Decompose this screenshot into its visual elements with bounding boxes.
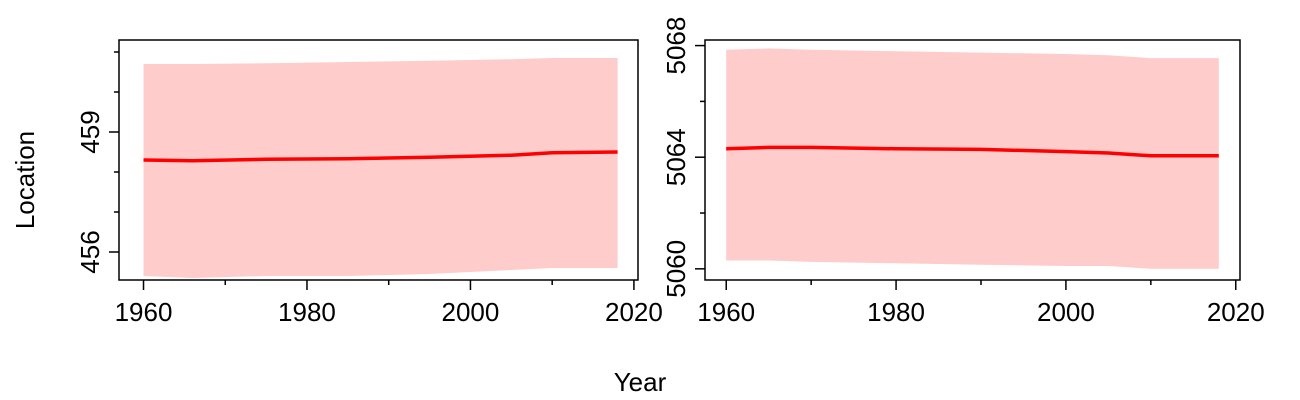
y-tick-label: 456 (75, 230, 105, 273)
y-tick-label: 459 (75, 110, 105, 153)
x-tick-label: 2020 (605, 297, 663, 327)
confidence-band (726, 48, 1219, 269)
x-tick-label: 1980 (867, 297, 925, 327)
confidence-band (143, 58, 618, 278)
series-line-0 (726, 145, 1219, 158)
y-tick-label: 5060 (661, 240, 691, 298)
x-tick-label: 2020 (1207, 297, 1265, 327)
y-tick-label: 5068 (661, 17, 691, 75)
x-tick-label: 2000 (1037, 297, 1095, 327)
x-tick-label: 1980 (278, 297, 336, 327)
x-axis-title: Year (614, 367, 667, 397)
plot-frame (118, 39, 639, 281)
panel-left: 1960 1980 2000 2020 456 459 (75, 39, 663, 327)
x-tick-label: 1960 (697, 297, 755, 327)
x-tick-label: 2000 (442, 297, 500, 327)
x-tick-label: 1960 (115, 297, 173, 327)
panel-right: 1960 1980 2000 2020 5060 5064 5068 (661, 17, 1265, 327)
y-tick-label: 5064 (661, 128, 691, 186)
series-line-0 (143, 150, 618, 163)
plot-frame (704, 39, 1241, 281)
y-axis-title: Location (10, 131, 40, 229)
